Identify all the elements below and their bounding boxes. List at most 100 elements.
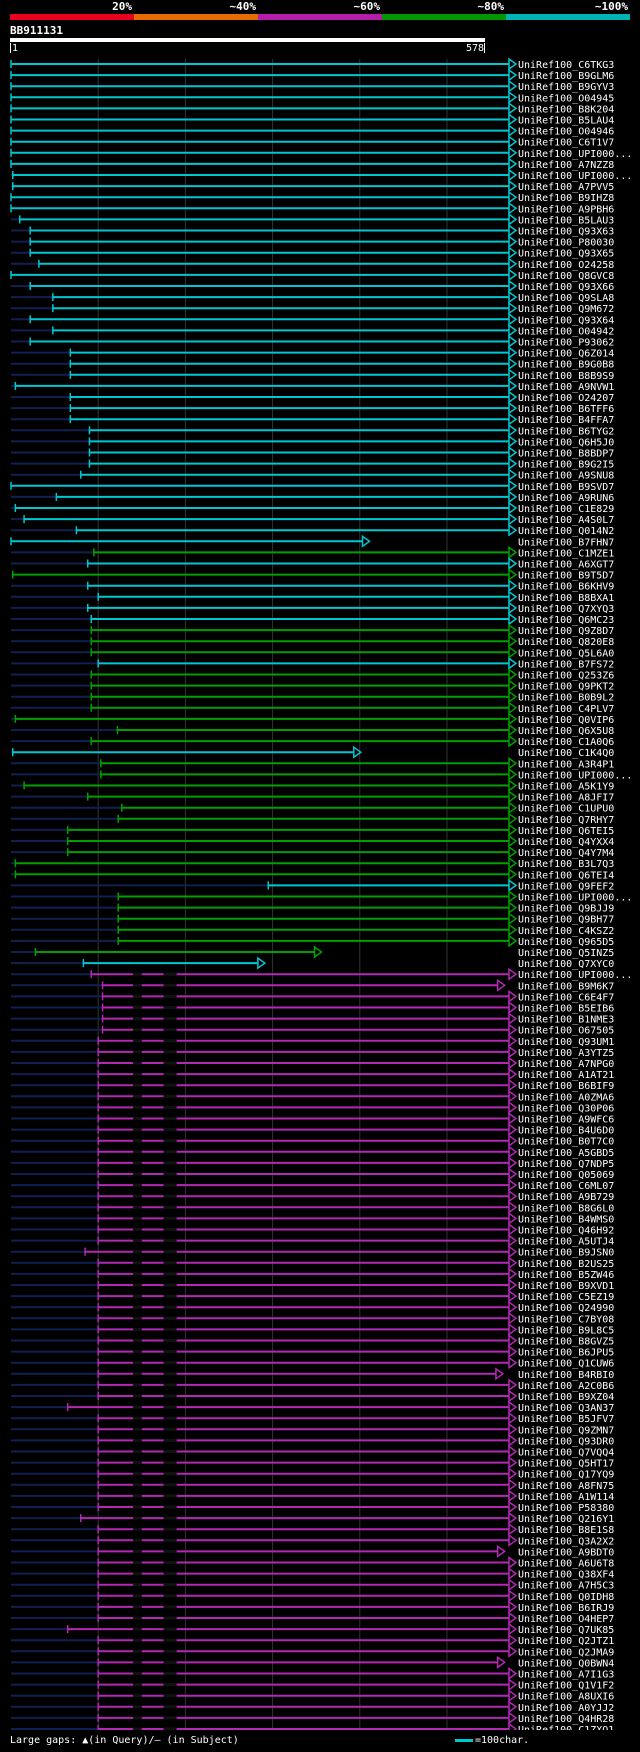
hit-label[interactable]: UniRef100_B5JFV7 [518, 1414, 614, 1425]
hit-label[interactable]: UniRef100_Q7UK85 [518, 1625, 614, 1636]
hit-row[interactable]: UniRef100_B5ZW46 [11, 1267, 614, 1281]
hit-label[interactable]: UniRef100_Q4HR28 [518, 1714, 614, 1725]
hit-row[interactable]: UniRef100_Q93X64 [11, 312, 614, 326]
hit-label[interactable]: UniRef100_A0YJJ2 [518, 1703, 614, 1714]
hit-label[interactable]: UniRef100_B8B9S9 [518, 371, 614, 382]
hit-label[interactable]: UniRef100_A8FN75 [518, 1481, 614, 1492]
hit-label[interactable]: UniRef100_Q9ZMN7 [518, 1425, 614, 1436]
hit-row[interactable]: UniRef100_B9IHZ8 [10, 190, 614, 204]
hit-label[interactable]: UniRef100_B8BDP7 [518, 449, 614, 460]
hit-label[interactable]: UniRef100_A8UXI6 [518, 1692, 614, 1703]
hit-row[interactable]: UniRef100_Q965D5 [11, 934, 614, 948]
hit-label[interactable]: UniRef100_Q93X65 [518, 249, 614, 260]
hit-label[interactable]: UniRef100_Q6MC23 [518, 615, 614, 626]
hit-label[interactable]: UniRef100_B7FHN7 [518, 537, 614, 548]
hit-row[interactable]: UniRef100_B9XZ04 [11, 1389, 614, 1403]
hit-row[interactable]: UniRef100_B6TFF6 [11, 401, 614, 415]
hit-row[interactable]: UniRef100_UPI000... [11, 890, 632, 904]
hit-row[interactable]: UniRef100_C1UPU0 [11, 801, 614, 815]
hit-label[interactable]: UniRef100_B9SVD7 [518, 482, 614, 493]
hit-row[interactable]: UniRef100_P58380 [11, 1500, 614, 1514]
hit-label[interactable]: UniRef100_UPI000... [518, 893, 632, 904]
hit-row[interactable]: UniRef100_Q2JTZ1 [11, 1633, 614, 1647]
hit-label[interactable]: UniRef100_Q4Y7M4 [518, 848, 614, 859]
hit-label[interactable]: UniRef100_Q820E8 [518, 637, 614, 648]
hit-row[interactable]: UniRef100_B0T7C0 [11, 1134, 614, 1148]
hit-row[interactable]: UniRef100_B9G2I5 [11, 457, 614, 471]
hit-row[interactable]: UniRef100_B9GLM6 [10, 68, 614, 82]
hit-row[interactable]: UniRef100_B7FS72 [11, 656, 614, 670]
hit-row[interactable]: UniRef100_Q7XYQ3 [11, 601, 614, 615]
hit-row[interactable]: UniRef100_A7PVV5 [11, 179, 614, 193]
hit-label[interactable]: UniRef100_A7I1G3 [518, 1670, 614, 1681]
hit-label[interactable]: UniRef100_C1MZE1 [518, 548, 614, 559]
hit-row[interactable]: UniRef100_Q9BH77 [11, 912, 614, 926]
hit-label[interactable]: UniRef100_Q93UM1 [518, 1037, 614, 1048]
hit-row[interactable]: UniRef100_Q30P06 [11, 1100, 614, 1114]
hit-label[interactable]: UniRef100_Q93X66 [518, 282, 614, 293]
hit-row[interactable]: UniRef100_B6KHV9 [11, 579, 614, 593]
hit-row[interactable]: UniRef100_A6U6T8 [11, 1556, 614, 1570]
hit-label[interactable]: UniRef100_B9M6K7 [518, 981, 614, 992]
hit-row[interactable]: UniRef100_A5GBD5 [11, 1145, 614, 1159]
hit-label[interactable]: UniRef100_Q7NDP5 [518, 1159, 614, 1170]
hit-label[interactable]: UniRef100_A6XGT7 [518, 560, 614, 571]
hit-label[interactable]: UniRef100_C6T1V7 [518, 138, 614, 149]
hit-row[interactable]: UniRef100_A3YTZ5 [11, 1045, 614, 1059]
hit-label[interactable]: UniRef100_P58380 [518, 1503, 614, 1514]
hit-label[interactable]: UniRef100_Q9Z8D7 [518, 626, 614, 637]
hit-label[interactable]: UniRef100_B6TFF6 [518, 404, 614, 415]
hit-row[interactable]: UniRef100_B8K204 [10, 101, 614, 115]
hit-row[interactable]: UniRef100_C6E4F7 [11, 989, 614, 1003]
hit-label[interactable]: UniRef100_B9XVD1 [518, 1281, 614, 1292]
hit-label[interactable]: UniRef100_A8JFI7 [518, 793, 614, 804]
hit-label[interactable]: UniRef100_Q3AN37 [518, 1403, 614, 1414]
hit-row[interactable]: UniRef100_Q6MC23 [11, 612, 614, 626]
hit-label[interactable]: UniRef100_B0T7C0 [518, 1137, 614, 1148]
hit-row[interactable]: UniRef100_Q3AN37 [11, 1400, 614, 1414]
hit-label[interactable]: UniRef100_Q93X64 [518, 315, 614, 326]
hit-label[interactable]: UniRef100_B4WMS0 [518, 1214, 614, 1225]
hit-row[interactable]: UniRef100_O67505 [11, 1023, 614, 1037]
hit-row[interactable]: UniRef100_Q17YQ9 [11, 1467, 614, 1481]
hit-row[interactable]: UniRef100_Q014N2 [11, 523, 614, 537]
hit-label[interactable]: UniRef100_Q0IDH8 [518, 1592, 614, 1603]
hit-row[interactable]: UniRef100_Q2JMA9 [11, 1644, 614, 1658]
hit-row[interactable]: UniRef100_B9SVD7 [10, 479, 614, 493]
hit-label[interactable]: UniRef100_Q5INZ5 [518, 948, 614, 959]
hit-label[interactable]: UniRef100_A9RUN6 [518, 493, 614, 504]
hit-label[interactable]: UniRef100_A5K1Y9 [518, 782, 614, 793]
hit-label[interactable]: UniRef100_C1E829 [518, 504, 614, 515]
hit-label[interactable]: UniRef100_B5LAU4 [518, 116, 614, 127]
hit-row[interactable]: UniRef100_Q93X66 [11, 279, 614, 293]
hit-label[interactable]: UniRef100_Q2JTZ1 [518, 1636, 614, 1647]
hit-row[interactable]: UniRef100_Q7RHY7 [11, 812, 614, 826]
hit-label[interactable]: UniRef100_Q7XYC0 [518, 959, 614, 970]
hit-row[interactable]: UniRef100_B2US25 [11, 1256, 614, 1270]
hit-row[interactable]: UniRef100_A2C0B6 [11, 1378, 614, 1392]
hit-row[interactable]: UniRef100_A5UTJ4 [11, 1234, 614, 1248]
hit-label[interactable]: UniRef100_Q5L6A0 [518, 648, 614, 659]
hit-row[interactable]: UniRef100_Q05069 [11, 1167, 614, 1181]
hit-row[interactable]: UniRef100_O4HEP7 [11, 1611, 614, 1625]
hit-label[interactable]: UniRef100_Q6TEI5 [518, 826, 614, 837]
hit-label[interactable]: UniRef100_B3L7Q3 [518, 859, 614, 870]
hit-label[interactable]: UniRef100_Q216Y1 [518, 1514, 614, 1525]
hit-row[interactable]: UniRef100_Q0BWN4 [11, 1655, 614, 1669]
hit-row[interactable]: UniRef100_A7NPG0 [11, 1056, 614, 1070]
hit-row[interactable]: UniRef100_Q93X63 [11, 224, 614, 238]
hit-label[interactable]: UniRef100_B5ZW46 [518, 1270, 614, 1281]
hit-row[interactable]: UniRef100_B8E1S8 [11, 1522, 614, 1536]
hit-label[interactable]: UniRef100_Q9BH77 [518, 915, 614, 926]
hit-label[interactable]: UniRef100_A0ZMA6 [518, 1092, 614, 1103]
hit-row[interactable]: UniRef100_Q4YXX4 [11, 834, 614, 848]
hit-label[interactable]: UniRef100_C6TKG3 [518, 60, 614, 71]
hit-row[interactable]: UniRef100_C1E829 [11, 501, 614, 515]
hit-label[interactable]: UniRef100_A1W114 [518, 1492, 614, 1503]
hit-label[interactable]: UniRef100_Q24990 [518, 1303, 614, 1314]
hit-row[interactable]: UniRef100_Q9M672 [11, 301, 614, 315]
hit-row[interactable]: UniRef100_B5EIB6 [11, 1001, 614, 1015]
hit-row[interactable]: UniRef100_Q820E8 [11, 634, 614, 648]
hit-label[interactable]: UniRef100_O67505 [518, 1026, 614, 1037]
hit-row[interactable]: UniRef100_Q38XF4 [11, 1567, 614, 1581]
